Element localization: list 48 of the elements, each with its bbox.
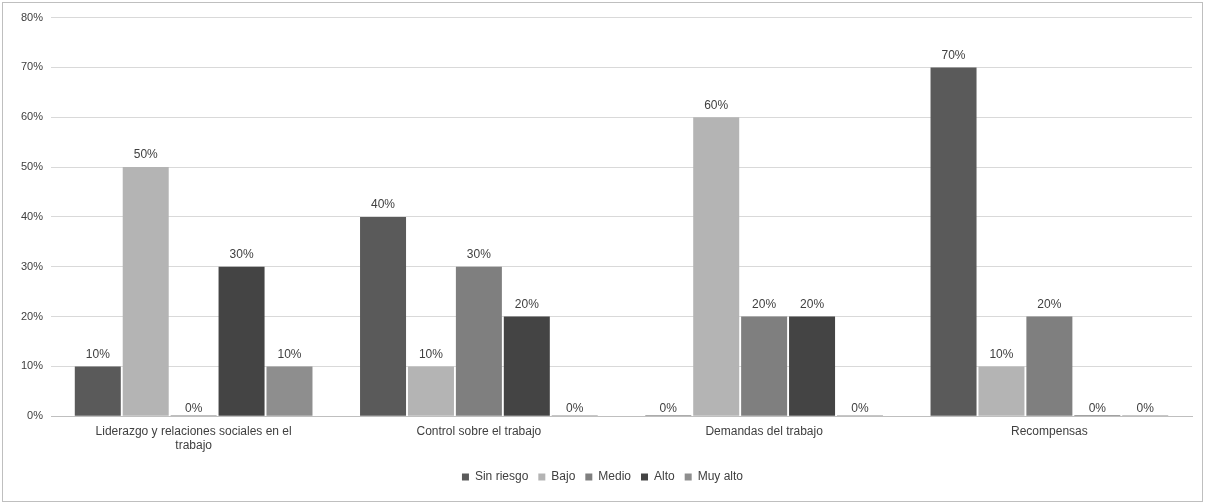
data-label: 30% (466, 247, 492, 262)
data-label: 60% (704, 97, 729, 112)
bar (741, 316, 788, 416)
bar (1026, 316, 1073, 416)
data-label: 10% (277, 346, 302, 361)
legend-label: Muy alto (697, 469, 744, 484)
data-label: 0% (184, 400, 203, 415)
bar (503, 316, 550, 416)
x-tick-label: Recompensas (1011, 423, 1088, 438)
data-label: 30% (229, 247, 254, 262)
bar (266, 366, 313, 416)
data-label: 50% (133, 147, 159, 162)
y-tick-label: 30% (20, 259, 44, 272)
y-tick-label: 70% (20, 60, 44, 73)
data-label: 0% (1088, 400, 1107, 415)
x-tick-label: Control sobre el trabajo (416, 423, 542, 438)
data-label: 0% (851, 400, 869, 415)
legend-label: Bajo (551, 469, 576, 484)
y-tick-label: 10% (20, 359, 44, 372)
bar (218, 266, 265, 416)
data-label: 10% (85, 346, 111, 361)
bar (930, 67, 977, 416)
data-label: 0% (566, 400, 584, 415)
data-label: 40% (371, 197, 396, 212)
data-label: 20% (514, 296, 540, 311)
legend-label: Medio (598, 469, 632, 484)
y-tick-label: 80% (20, 10, 44, 23)
x-tick-label: Demandas del trabajo (705, 423, 824, 438)
data-label: 10% (989, 346, 1014, 361)
y-tick-label: 60% (20, 110, 44, 123)
y-tick-label: 20% (20, 309, 44, 322)
bar (455, 266, 502, 416)
y-tick-label: 50% (20, 160, 44, 173)
x-tick-label: Liderazgo y relaciones sociales en el trabajo (95, 423, 292, 453)
y-tick-label: 0% (27, 409, 44, 422)
data-label: 0% (659, 400, 678, 415)
data-label: 20% (752, 296, 777, 311)
data-label: 0% (1136, 400, 1155, 415)
bar (74, 366, 121, 416)
data-label: 20% (800, 296, 825, 311)
data-label: 70% (941, 47, 966, 62)
data-label: 10% (418, 346, 444, 361)
bar (789, 316, 836, 416)
legend-label: Alto (654, 469, 676, 484)
data-label: 20% (1037, 296, 1062, 311)
bar (360, 216, 407, 416)
y-tick-label: 40% (20, 209, 44, 222)
legend-label: Sin riesgo (474, 469, 529, 484)
